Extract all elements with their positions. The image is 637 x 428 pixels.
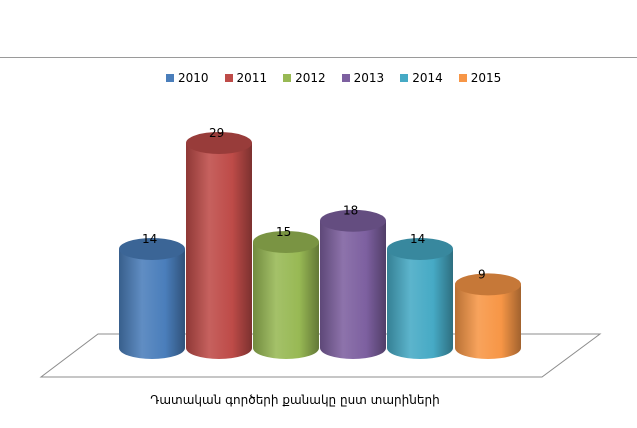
legend-item-2011: 2011 [224,71,268,85]
bar-top-2014 [387,238,453,261]
legend-label-2014: 2014 [412,71,443,85]
data-label-2011: 29 [209,126,224,140]
legend-label-2010: 2010 [178,71,209,85]
chart-title: Դատական գործերի քանակը ըստ տարիների [150,393,440,407]
legend-item-2014: 2014 [400,71,443,85]
data-label-2013: 18 [343,204,358,218]
data-label-2015: 9 [478,267,486,281]
legend-swatch-2011 [224,74,233,82]
bar-top-2015 [455,273,521,296]
legend-swatch-2015 [458,74,467,82]
legend-swatch-2014 [400,74,409,82]
bar-top-2013 [320,209,386,232]
legend-item-2013: 2013 [341,71,385,85]
legend-item-2010: 2010 [166,71,209,85]
legend-label-2013: 2013 [353,71,385,85]
bar-2014 [387,249,453,359]
bar-top-2010 [119,238,185,261]
bar-2010 [119,249,185,359]
bar-2013 [320,220,386,359]
legend-item-2015: 2015 [458,71,502,85]
legend-swatch-2013 [341,74,350,82]
top-divider [0,57,637,58]
data-label-2010: 14 [142,232,157,246]
legend-swatch-2010 [166,74,174,82]
legend-label-2015: 2015 [470,71,502,85]
bar-top-2011 [186,131,252,154]
bar-2011 [186,142,252,359]
chart-legend: 2010 2011 2012 2013 2014 2015 [166,71,501,85]
legend-label-2011: 2011 [236,71,268,85]
bar-2012 [253,241,319,359]
legend-swatch-2012 [283,74,292,82]
legend-item-2012: 2012 [283,71,326,85]
bar-top-2012 [253,230,319,253]
bars-group: 14 29 15 18 14 9 [119,126,521,359]
bar-2015 [455,284,521,359]
legend-label-2012: 2012 [295,71,326,85]
data-label-2012: 15 [276,225,291,239]
data-label-2014: 14 [410,232,425,246]
